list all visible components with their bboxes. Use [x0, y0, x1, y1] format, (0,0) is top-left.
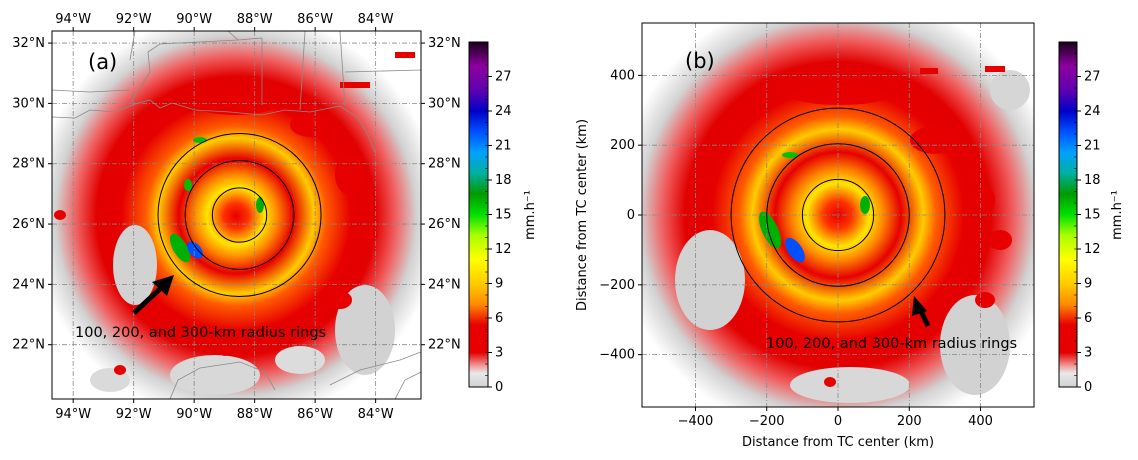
- y-tick-label-right: 30°N: [428, 96, 461, 111]
- x-tick-label-bottom: 86°W: [297, 407, 333, 422]
- x-tick-label-top: 86°W: [297, 12, 333, 27]
- rain-field-a: [52, 31, 421, 399]
- x-tick-label: −400: [678, 414, 714, 429]
- colorbar-tick-label: 18: [495, 173, 512, 188]
- colorbar-tick-label: 6: [1084, 311, 1092, 326]
- y-tick-label-left: 28°N: [12, 157, 45, 172]
- colorbar-tick-label: 18: [1084, 173, 1101, 188]
- x-tick-label-bottom: 88°W: [237, 407, 273, 422]
- x-tick-label-bottom: 84°W: [358, 407, 394, 422]
- y-tick-label-right: 28°N: [428, 157, 461, 172]
- x-tick-label: 0: [834, 414, 842, 429]
- colorbar-tick-label: 15: [1084, 208, 1101, 223]
- colorbar-label-b: mm.h⁻¹: [1110, 190, 1125, 240]
- x-axis-label-b: Distance from TC center (km): [742, 435, 934, 450]
- colorbar-tick-label: 21: [495, 139, 512, 154]
- panel-b: −400 −200 0 200 400 −400 −200 0 200 400 (b) Dista…: [575, 22, 1035, 450]
- y-tick-label-left: 24°N: [12, 277, 45, 292]
- colorbar-tick-label: 27: [1084, 70, 1101, 85]
- colorbar-tick-label: 12: [1084, 242, 1101, 257]
- colorbar-tick-label: 12: [495, 242, 512, 257]
- y-tick-label-left: 32°N: [12, 36, 45, 51]
- y-tick-label-right: 26°N: [428, 217, 461, 232]
- x-tick-label-top: 90°W: [176, 12, 212, 27]
- annotation-arrow-a: [132, 275, 174, 315]
- colorbar-tick-label: 24: [495, 104, 512, 119]
- colorbar-tick-label: 9: [1084, 277, 1092, 292]
- x-tick-label-bottom: 90°W: [176, 407, 212, 422]
- y-axis-label-b: Distance from TC center (km): [575, 119, 590, 311]
- radius-ring: [157, 132, 322, 298]
- grid-a: [52, 31, 421, 399]
- y-tick-label-left: 26°N: [12, 217, 45, 232]
- radius-rings-b: [730, 107, 946, 323]
- colorbar-tick-label: 24: [1084, 104, 1101, 119]
- axes-frame-a: [51, 30, 422, 400]
- annotation-arrow-b: [912, 296, 931, 328]
- colorbar-b: 0 3 6 9 12 15 18 21 24 27 mm.h⁻¹: [1058, 41, 1125, 395]
- colorbar-tick-label: 9: [495, 277, 503, 292]
- radius-ring: [801, 178, 875, 252]
- coastline-a: [52, 31, 421, 399]
- colorbar-a: 0 3 6 9 12 15 18 21 24 27 mm.h⁻¹: [468, 41, 538, 395]
- colorbar-label-a: mm.h⁻¹: [523, 190, 538, 240]
- x-tick-label: 400: [968, 414, 993, 429]
- ticks-a: 94°W 94°W 92°W 92°W 90°W 90°W 88°W 88°W 86°W 86°W…: [12, 12, 461, 422]
- y-tick-label-right: 24°N: [428, 277, 461, 292]
- y-tick-label-right: 22°N: [428, 338, 461, 353]
- colorbar-tick-label: 3: [1084, 346, 1092, 361]
- colorbar-tick-label: 6: [495, 311, 503, 326]
- y-tick-label: −400: [599, 348, 635, 363]
- ticks-b: −400 −200 0 200 400 −400 −200 0 200 400: [599, 68, 993, 429]
- radius-ring: [730, 107, 946, 323]
- radius-rings-a: [157, 132, 322, 298]
- colorbar-tick-label: 3: [495, 346, 503, 361]
- panel-label-a: (a): [88, 50, 117, 74]
- x-tick-label-top: 84°W: [358, 12, 394, 27]
- x-tick-label-bottom: 94°W: [55, 407, 91, 422]
- x-tick-label-top: 92°W: [116, 12, 152, 27]
- y-tick-label-left: 30°N: [12, 96, 45, 111]
- y-tick-label: −200: [599, 278, 635, 293]
- panel-label-b: (b): [685, 49, 715, 73]
- x-tick-label: 200: [897, 414, 922, 429]
- colorbar-tick-label: 27: [495, 70, 512, 85]
- annotation-b: 100, 200, and 300-km radius rings: [766, 336, 1017, 352]
- colorbar-tick-label: 21: [1084, 139, 1101, 154]
- y-tick-label-left: 22°N: [12, 338, 45, 353]
- colorbar-tick-label: 0: [1084, 380, 1092, 395]
- colorbar-tick-label: 0: [495, 380, 503, 395]
- annotation-a: 100, 200, and 300-km radius rings: [75, 325, 326, 341]
- y-tick-label: 200: [610, 138, 635, 153]
- x-tick-label: −200: [749, 414, 785, 429]
- y-tick-label-right: 32°N: [428, 36, 461, 51]
- x-tick-label-top: 94°W: [55, 12, 91, 27]
- colorbar-tick-label: 15: [495, 208, 512, 223]
- y-tick-label: 400: [610, 68, 635, 83]
- radius-ring: [766, 143, 910, 287]
- y-tick-label: 0: [627, 208, 635, 223]
- radius-ring: [211, 187, 268, 243]
- panel-a: 94°W 94°W 92°W 92°W 90°W 90°W 88°W 88°W 86°W 86°W…: [12, 12, 461, 422]
- radius-ring: [184, 160, 295, 270]
- x-tick-label-bottom: 92°W: [116, 407, 152, 422]
- x-tick-label-top: 88°W: [237, 12, 273, 27]
